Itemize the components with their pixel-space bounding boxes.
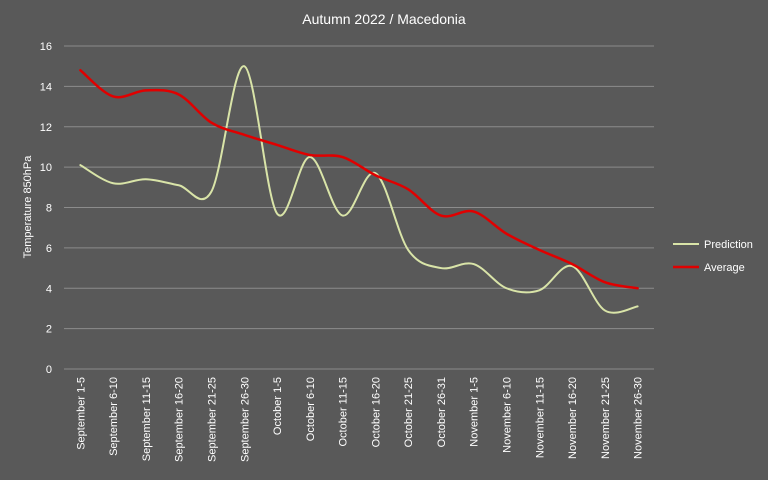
x-tick-label: November 26-30: [633, 377, 645, 459]
x-tick-label: September 26-30: [239, 377, 251, 462]
x-tick-label: November 21-25: [600, 377, 612, 459]
chart-title: Autumn 2022 / Macedonia: [302, 11, 466, 27]
series-line-prediction: [79, 65, 639, 314]
y-axis-label: Temperature 850hPa: [22, 155, 34, 259]
x-tick-label: November 11-15: [534, 377, 546, 458]
x-tick-label: October 26-31: [436, 377, 448, 447]
x-tick-label: September 11-15: [141, 377, 153, 461]
y-tick-label: 2: [46, 324, 52, 336]
series-lines: [79, 65, 639, 314]
y-tick-label: 8: [46, 203, 52, 215]
y-tick-label: 14: [40, 81, 52, 93]
x-tick-label: October 21-25: [403, 377, 415, 447]
x-tick-label: September 16-20: [174, 377, 186, 462]
x-tick-label: October 1-5: [272, 377, 284, 435]
y-axis-ticks: 0 2 4 6 8 10 12 14 16: [40, 41, 52, 376]
y-tick-label: 12: [40, 122, 52, 134]
legend: Prediction Average: [673, 239, 753, 274]
y-tick-label: 16: [40, 41, 52, 53]
x-tick-label: October 16-20: [370, 377, 382, 447]
x-tick-label: November 1-5: [469, 377, 481, 447]
y-tick-label: 6: [46, 243, 52, 255]
y-tick-label: 10: [40, 162, 52, 174]
series-line-average: [79, 68, 639, 290]
x-tick-label: October 11-15: [338, 377, 350, 447]
legend-label: Average: [704, 262, 745, 274]
y-tick-label: 0: [46, 364, 52, 376]
x-tick-label: September 21-25: [207, 377, 219, 462]
y-tick-label: 4: [46, 283, 52, 295]
x-tick-label: September 6-10: [108, 377, 120, 456]
x-tick-label: September 1-5: [75, 377, 87, 450]
x-tick-label: November 16-20: [567, 377, 579, 459]
legend-label: Prediction: [704, 239, 753, 251]
x-tick-label: October 6-10: [305, 377, 317, 441]
x-axis-ticks: September 1-5 September 6-10 September 11-…: [75, 377, 644, 462]
gridlines: [64, 45, 654, 370]
x-tick-label: November 6-10: [502, 377, 514, 453]
